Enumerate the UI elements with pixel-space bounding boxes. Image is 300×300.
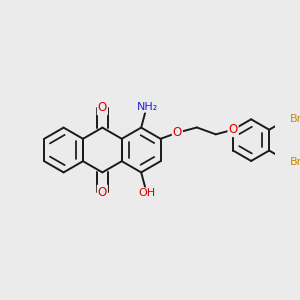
Text: O: O xyxy=(173,126,182,139)
Text: OH: OH xyxy=(139,188,156,198)
Text: O: O xyxy=(98,101,107,114)
Text: NH₂: NH₂ xyxy=(137,102,158,112)
Text: O: O xyxy=(98,186,107,199)
Text: Br: Br xyxy=(290,114,300,124)
Text: Br: Br xyxy=(290,157,300,166)
Text: O: O xyxy=(229,123,238,136)
